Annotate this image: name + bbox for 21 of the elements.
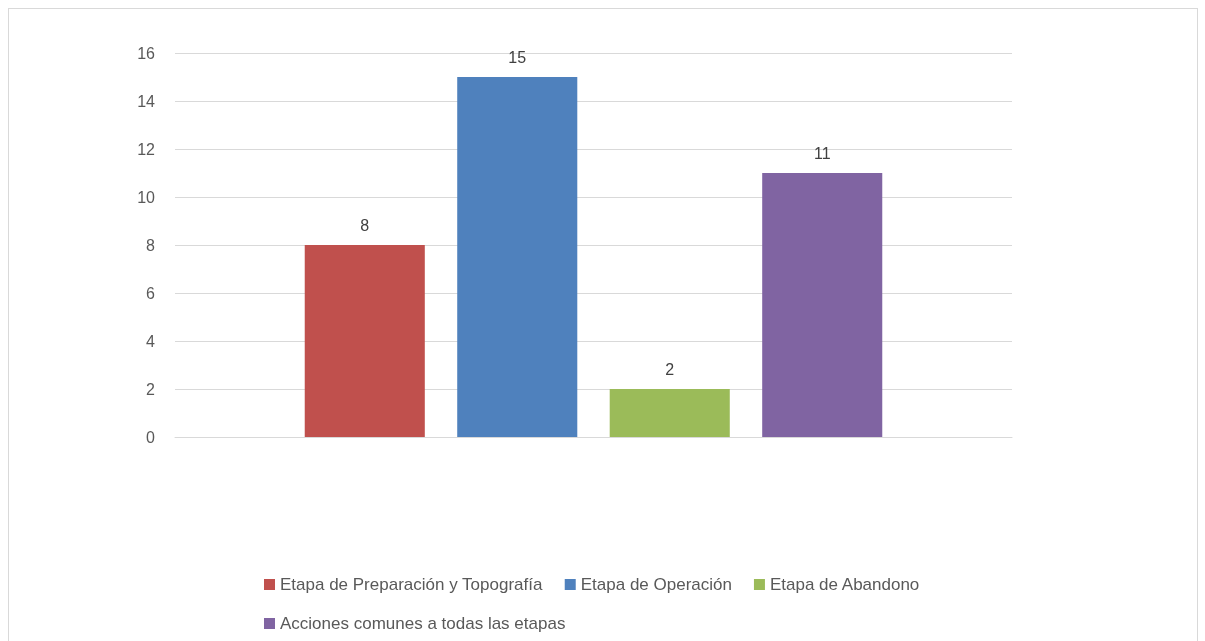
bar [762, 173, 883, 437]
y-tick-label: 16 [137, 44, 156, 62]
legend-label: Etapa de Preparación y Topografía [280, 575, 543, 594]
y-tick-label: 0 [146, 428, 156, 446]
y-tick-label: 10 [137, 188, 156, 206]
y-tick-label: 4 [146, 332, 156, 350]
data-label: 2 [665, 360, 675, 378]
data-label: 11 [813, 144, 831, 162]
data-label: 8 [360, 216, 370, 234]
y-tick-label: 14 [137, 92, 156, 110]
bar [609, 389, 730, 437]
legend-label: Acciones comunes a todas las etapas [280, 614, 566, 633]
legend-label: Etapa de Operación [580, 575, 732, 594]
y-tick-label: 12 [137, 140, 156, 158]
data-label: 15 [508, 48, 527, 66]
bar [304, 245, 425, 437]
legend-label: Etapa de Abandono [769, 575, 920, 594]
y-tick-label: 2 [146, 380, 156, 398]
y-tick-label: 6 [146, 284, 156, 302]
y-tick-label: 8 [146, 236, 156, 254]
bar [457, 77, 578, 437]
